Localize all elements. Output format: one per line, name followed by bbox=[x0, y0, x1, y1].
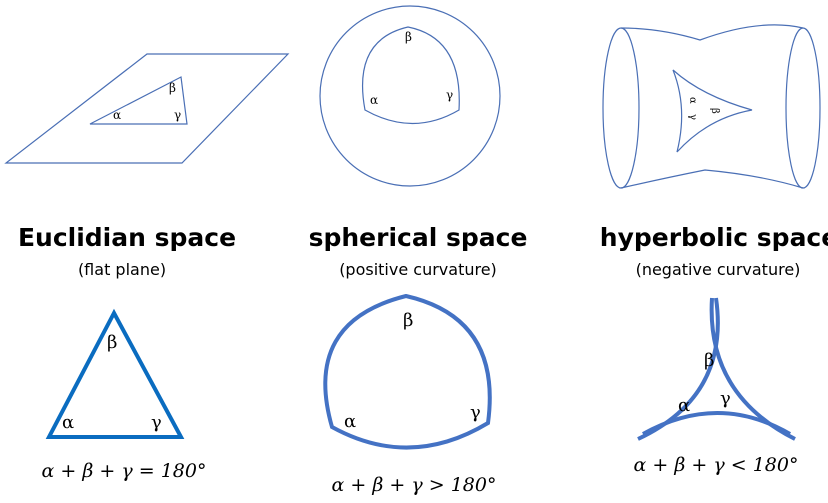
spherical-title: spherical space bbox=[309, 223, 528, 252]
sphere-triangle bbox=[361, 26, 460, 124]
euclid-gamma-label: γ bbox=[151, 412, 162, 433]
sphere-outline bbox=[319, 5, 501, 187]
hyperbolic-subtitle: (negative curvature) bbox=[636, 260, 801, 279]
spherical-alpha-label: α bbox=[344, 411, 356, 432]
spherical-formula: α + β + γ > 180° bbox=[332, 474, 497, 496]
euclidean-plane-figure: α β γ bbox=[4, 53, 290, 164]
euclidean-subtitle: (flat plane) bbox=[78, 260, 166, 279]
plane-beta-label: β bbox=[169, 81, 176, 95]
hyperboloid-figure: α β γ bbox=[602, 24, 821, 189]
plane-gamma-label: γ bbox=[174, 108, 181, 122]
euclidean-title: Euclidian space bbox=[18, 223, 236, 252]
spherical-subtitle: (positive curvature) bbox=[339, 260, 497, 279]
hyperboloid-top-edge bbox=[620, 24, 804, 41]
hyperbolic-triangle-figure: β α γ bbox=[637, 297, 796, 441]
plane-alpha-label: α bbox=[113, 108, 121, 122]
sphere-gamma-label: γ bbox=[446, 88, 453, 102]
flat-triangle bbox=[89, 76, 188, 125]
hyperbolic-triangle-small bbox=[672, 69, 753, 153]
hyperboloid-right-rim bbox=[785, 27, 821, 189]
sphere-beta-label: β bbox=[405, 30, 412, 44]
hyperbolic-beta-label: β bbox=[704, 350, 714, 371]
euclidean-formula: α + β + γ = 180° bbox=[42, 460, 207, 482]
hyperbolic-gamma-label: γ bbox=[720, 388, 731, 409]
sphere-alpha-label: α bbox=[370, 93, 378, 107]
sphere-figure: α β γ bbox=[319, 5, 501, 187]
saddle-gamma-label: γ bbox=[687, 114, 698, 120]
hyperboloid-bottom-edge bbox=[620, 169, 804, 189]
spherical-beta-label: β bbox=[403, 310, 413, 331]
flat-plane bbox=[4, 53, 290, 164]
spherical-triangle bbox=[323, 293, 492, 450]
euclidean-triangle-figure: β α γ bbox=[45, 308, 185, 439]
hyperbolic-alpha-label: α bbox=[678, 395, 690, 416]
spherical-gamma-label: γ bbox=[470, 402, 481, 423]
euclidean-triangle bbox=[45, 308, 185, 439]
spherical-triangle-figure: β α γ bbox=[323, 293, 492, 450]
hyperbolic-formula: α + β + γ < 180° bbox=[634, 454, 799, 476]
saddle-alpha-label: α bbox=[687, 97, 698, 104]
hyperboloid-left-rim bbox=[602, 27, 640, 189]
saddle-beta-label: β bbox=[709, 108, 720, 114]
hyperbolic-title: hyperbolic space bbox=[600, 223, 828, 252]
euclid-alpha-label: α bbox=[62, 412, 74, 433]
euclid-beta-label: β bbox=[107, 332, 117, 353]
hyperbolic-arc-bottom bbox=[642, 411, 792, 436]
